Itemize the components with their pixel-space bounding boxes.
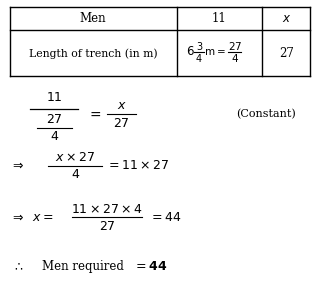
Text: $27$: $27$ [113,117,130,130]
Text: 27: 27 [279,47,294,60]
Text: $11$: $11$ [46,91,63,105]
Text: $11 \times 27 \times 4$: $11 \times 27 \times 4$ [71,203,143,216]
Text: $27$: $27$ [46,113,63,126]
Text: $= 11 \times 27$: $= 11 \times 27$ [106,159,169,172]
Text: $27$: $27$ [99,220,116,233]
Text: Men required: Men required [42,260,124,273]
Text: $x =$: $x =$ [33,211,54,224]
Text: $\mathrm{m} =$: $\mathrm{m} =$ [204,47,226,56]
Text: $\therefore$: $\therefore$ [12,260,23,273]
Text: $\Rightarrow$: $\Rightarrow$ [11,211,25,224]
Text: $=$: $=$ [87,107,102,121]
Text: Length of trench (in m): Length of trench (in m) [29,48,157,58]
Text: $\Rightarrow$: $\Rightarrow$ [11,159,25,172]
Text: Men: Men [80,12,106,25]
Text: $3$: $3$ [196,40,203,52]
Text: $x$: $x$ [282,12,291,25]
Text: $4$: $4$ [71,168,80,181]
Text: $x$: $x$ [117,98,126,112]
Text: 11: 11 [212,12,227,25]
Text: $x \times 27$: $x \times 27$ [55,151,95,164]
Text: $= 44$: $= 44$ [148,211,181,224]
Text: $= \mathbf{44}$: $= \mathbf{44}$ [133,260,167,273]
Text: $4$: $4$ [231,52,239,65]
Text: (Constant): (Constant) [236,109,295,119]
Text: $4$: $4$ [196,52,203,65]
Text: $4$: $4$ [50,130,59,143]
Text: $27$: $27$ [228,40,242,52]
Text: $6$: $6$ [186,45,195,58]
